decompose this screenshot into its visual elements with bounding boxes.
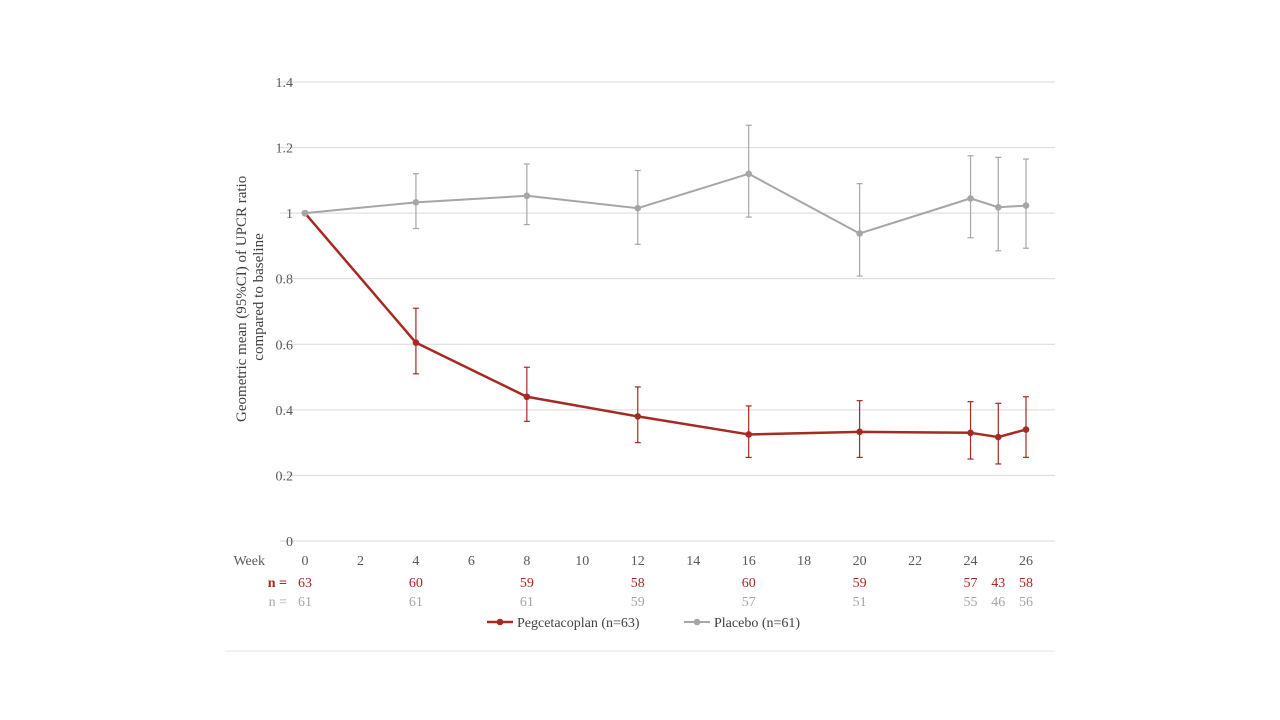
count-row-placebo: n = 61 61 61 59 57 51 55 46 56 (269, 595, 1033, 610)
x-tick-label: 2 (357, 554, 364, 569)
x-tick-label: 22 (908, 554, 922, 569)
count-value: 51 (853, 595, 867, 610)
x-tick-label: 16 (742, 554, 756, 569)
series-pegcetacoplan (301, 209, 1030, 465)
count-value: 43 (991, 576, 1005, 591)
legend-entry-placebo: Placebo (n=61) (684, 616, 800, 631)
y-axis-ticks: 0 0.2 0.4 0.6 0.8 1 1.2 1.4 (276, 76, 294, 550)
data-point (745, 170, 752, 178)
legend: Pegcetacoplan (n=63) Placebo (n=61) (487, 616, 800, 631)
y-axis-label-line-2: compared to baseline (251, 233, 267, 361)
count-value: 58 (631, 576, 645, 591)
y-tick-label: 1.4 (276, 76, 294, 91)
count-value: 59 (631, 595, 645, 610)
count-value: 61 (298, 595, 312, 610)
data-point (856, 428, 863, 436)
x-tick-label: 14 (686, 554, 700, 569)
count-value: 57 (742, 595, 756, 610)
count-rows: n = 63 60 59 58 60 59 57 43 58 n = 61 61 61 59 57 51 55 46… (268, 576, 1033, 610)
count-value: 61 (520, 595, 534, 610)
data-point (856, 230, 863, 237)
data-point (1022, 202, 1030, 209)
data-point (634, 204, 642, 212)
count-value: 61 (409, 595, 423, 610)
y-tick-label: 0.8 (276, 273, 294, 288)
y-axis-label-line-1: Geometric mean (95%CI) of UPCR ratio (234, 176, 250, 422)
x-tick-label: 10 (575, 554, 589, 569)
y-tick-label: 1 (286, 207, 293, 222)
series-placebo (301, 124, 1030, 277)
x-axis-label: Week (233, 554, 265, 569)
count-value: 59 (853, 576, 867, 591)
y-tick-label: 0.6 (276, 338, 294, 353)
legend-swatch-marker (496, 618, 504, 626)
legend-label: Placebo (n=61) (714, 616, 800, 631)
data-point (1022, 426, 1030, 433)
count-value: 59 (520, 576, 534, 591)
series (301, 124, 1030, 465)
count-row-label: n = (268, 576, 287, 591)
count-value: 46 (991, 595, 1005, 610)
data-point (634, 413, 642, 420)
data-point (523, 192, 531, 200)
data-point (994, 433, 1002, 441)
series-line (304, 212, 1027, 439)
x-tick-label: 20 (853, 554, 867, 569)
data-point (745, 431, 752, 438)
legend-swatch-marker (693, 618, 701, 626)
y-tick-label: 1.2 (276, 142, 294, 157)
count-row-label: n = (269, 595, 288, 610)
count-value: 57 (964, 576, 978, 591)
x-tick-label: 8 (523, 554, 530, 569)
data-point (301, 209, 309, 217)
count-value: 55 (964, 595, 978, 610)
y-tick-label: 0.2 (276, 469, 294, 484)
data-point (967, 429, 974, 437)
count-row-pegcetacoplan: n = 63 60 59 58 60 59 57 43 58 (268, 576, 1033, 591)
x-tick-label: 0 (302, 554, 309, 569)
data-point (967, 195, 974, 202)
y-tick-label: 0.4 (276, 404, 294, 419)
data-point (412, 339, 420, 346)
count-value: 60 (742, 576, 756, 591)
y-tick-label: 0 (286, 535, 293, 550)
legend-entry-pegcetacoplan: Pegcetacoplan (n=63) (487, 616, 640, 631)
count-value: 58 (1019, 576, 1033, 591)
x-tick-label: 24 (964, 554, 978, 569)
x-axis-ticks: 0 2 4 6 8 10 12 14 16 18 20 22 24 26 (302, 554, 1034, 569)
legend-label: Pegcetacoplan (n=63) (517, 616, 640, 631)
count-value: 60 (409, 576, 423, 591)
gridlines (280, 81, 1055, 542)
data-point (412, 199, 420, 206)
count-value: 63 (298, 576, 312, 591)
x-tick-label: 12 (631, 554, 645, 569)
x-tick-label: 18 (797, 554, 811, 569)
data-point (523, 393, 531, 401)
x-tick-label: 4 (412, 554, 419, 569)
x-tick-label: 26 (1019, 554, 1033, 569)
x-tick-label: 6 (468, 554, 475, 569)
data-point (994, 203, 1002, 211)
count-value: 56 (1019, 595, 1033, 610)
y-axis-label: Geometric mean (95%CI) of UPCR ratio com… (234, 172, 267, 422)
